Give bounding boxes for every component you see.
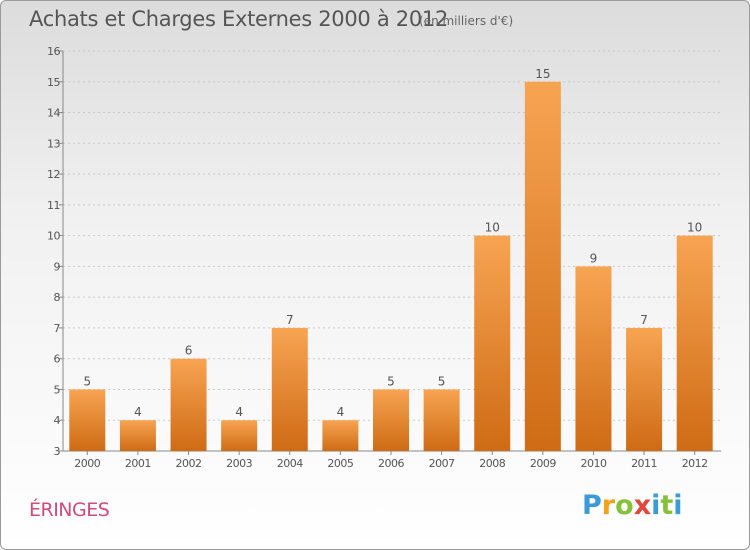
bar <box>676 235 713 451</box>
gridlines <box>63 50 721 421</box>
y-tick-label: 12 <box>47 168 60 181</box>
x-tick-label: 2008 <box>479 457 505 470</box>
bar <box>373 389 409 451</box>
data-label: 6 <box>185 344 193 358</box>
data-label: 9 <box>590 251 598 265</box>
x-tick-label: 2007 <box>429 457 455 470</box>
x-tick-label: 2000 <box>74 457 100 470</box>
y-tick-label: 8 <box>54 291 61 304</box>
y-tick-label: 9 <box>54 260 61 273</box>
bars <box>69 81 713 452</box>
y-tick-label: 7 <box>54 322 61 335</box>
bar <box>423 389 460 451</box>
x-tick-label: 2010 <box>580 457 606 470</box>
data-label: 5 <box>83 374 91 388</box>
y-tick-label: 16 <box>47 45 60 58</box>
data-label: 7 <box>640 313 648 327</box>
bar <box>626 327 663 451</box>
x-tick-label: 2003 <box>226 457 252 470</box>
x-tick-label: 2002 <box>176 457 202 470</box>
bar <box>575 266 612 451</box>
data-label: 5 <box>438 374 446 388</box>
y-tick-label: 10 <box>47 230 60 243</box>
data-label: 4 <box>235 405 243 419</box>
bar <box>221 420 258 451</box>
y-tick-label: 15 <box>47 76 60 89</box>
data-label: 5 <box>387 374 395 388</box>
data-label: 10 <box>485 221 500 235</box>
data-label: 7 <box>286 313 294 327</box>
bar <box>322 420 359 451</box>
bar <box>524 81 561 452</box>
x-tick-label: 2005 <box>327 457 353 470</box>
chart-unit: (en milliers d'€) <box>419 14 514 28</box>
bar <box>271 327 308 451</box>
axes: 3 4 5 6 7 8 9 10 11 12 13 14 15 16 2000 2001 2002 2003 200… <box>47 45 721 470</box>
x-tick-label: 2012 <box>682 457 708 470</box>
x-tick-label: 2011 <box>631 457 657 470</box>
y-tick-label: 4 <box>54 414 61 427</box>
chart-title: Achats et Charges Externes 2000 à 2012 <box>29 7 449 31</box>
bar <box>119 420 156 451</box>
y-tick-label: 6 <box>54 353 61 366</box>
proxiti-logo[interactable]: Proxiti <box>582 490 683 521</box>
bar <box>69 389 106 451</box>
y-tick-label: 13 <box>47 137 60 150</box>
x-tick-label: 2009 <box>530 457 556 470</box>
y-tick-label: 11 <box>47 199 60 212</box>
y-tick-label: 5 <box>54 383 61 396</box>
x-tick-label: 2004 <box>277 457 303 470</box>
data-labels: 5 4 6 4 7 4 5 5 10 15 9 7 10 <box>83 67 702 419</box>
y-tick-label: 14 <box>47 107 60 120</box>
data-label: 15 <box>535 67 550 81</box>
x-tick-label: 2006 <box>378 457 404 470</box>
data-label: 10 <box>687 221 702 235</box>
data-label: 4 <box>134 405 142 419</box>
data-label: 4 <box>337 405 345 419</box>
commune-name: ÉRINGES <box>29 499 110 521</box>
x-tick-label: 2001 <box>125 457 151 470</box>
bar <box>170 358 207 451</box>
y-tick-label: 3 <box>54 445 61 458</box>
bar <box>474 235 511 451</box>
